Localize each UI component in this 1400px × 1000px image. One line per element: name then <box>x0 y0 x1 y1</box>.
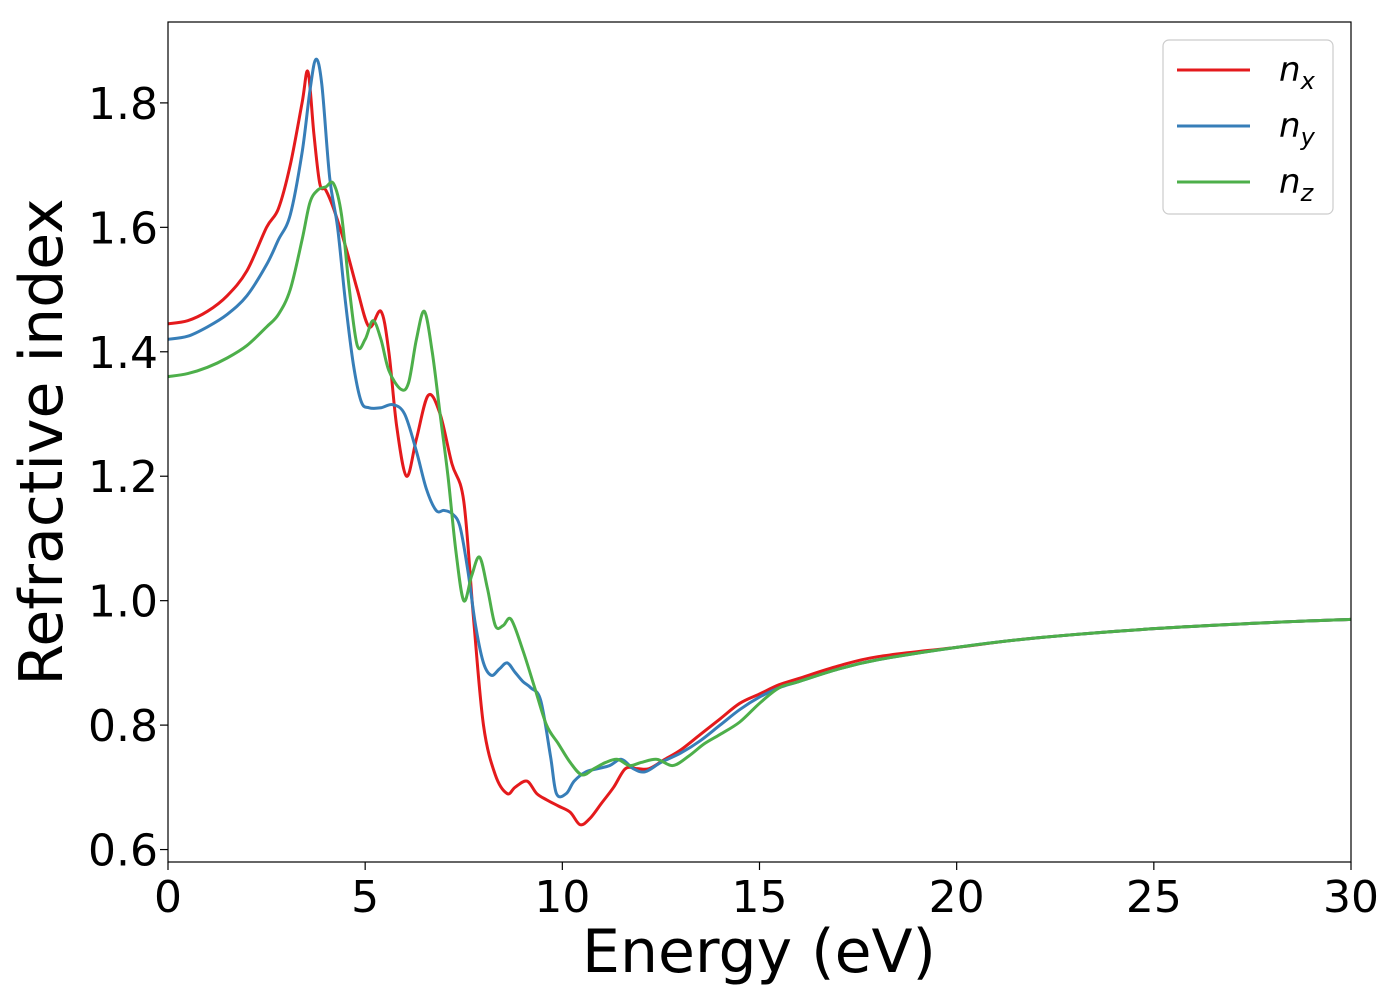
x-axis-label: Energy (eV) <box>582 917 936 987</box>
x-tick-label: 30 <box>1323 872 1379 923</box>
series-line-nx <box>168 69 1351 827</box>
y-tick-label: 1.8 <box>88 79 158 130</box>
series-line-ny <box>168 57 1351 799</box>
y-tick-label: 1.0 <box>88 577 158 628</box>
x-tick-label: 15 <box>732 872 788 923</box>
x-tick-label: 10 <box>534 872 590 923</box>
y-tick-label: 1.2 <box>88 452 158 503</box>
y-tick-label: 1.6 <box>88 203 158 254</box>
x-tick-label: 20 <box>929 872 985 923</box>
y-tick-label: 0.6 <box>88 826 158 877</box>
y-axis-label: Refractive index <box>7 198 77 685</box>
x-tick-label: 25 <box>1126 872 1182 923</box>
series-layer <box>168 57 1351 827</box>
y-tick-label: 0.8 <box>88 701 158 752</box>
x-tick-label: 5 <box>351 872 379 923</box>
series-line-nz <box>168 180 1351 777</box>
y-tick-label: 1.4 <box>88 328 158 379</box>
y-axis: 0.6 0.8 1.0 1.2 1.4 1.6 1.8 <box>88 79 168 877</box>
x-axis: 0 5 10 15 20 25 30 <box>154 862 1379 923</box>
x-tick-label: 0 <box>154 872 182 923</box>
legend-label-nz: nz <box>1279 162 1315 207</box>
